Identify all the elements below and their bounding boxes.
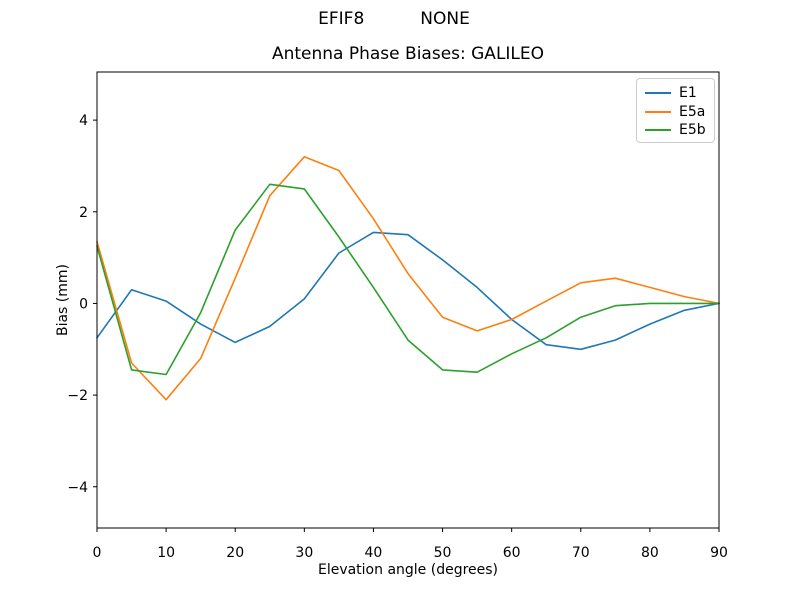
x-tick-label: 0 (93, 545, 102, 561)
x-tick-label: 80 (641, 545, 659, 561)
chart-title: Antenna Phase Biases: GALILEO (271, 44, 545, 64)
legend-label-e5a: E5a (679, 103, 706, 120)
plot-frame (96, 71, 720, 529)
legend-line-e5b-icon (645, 129, 671, 132)
suptitle-right: NONE (420, 9, 470, 29)
x-tick-label: 90 (710, 545, 728, 561)
legend-line-e1-icon (645, 92, 671, 95)
x-tick-label: 30 (295, 545, 313, 561)
x-tick-label: 20 (226, 545, 244, 561)
x-axis-label: Elevation angle (degrees) (317, 562, 499, 578)
series-line-e1 (96, 231, 720, 351)
legend-entry-e1: E1 (645, 84, 714, 103)
x-tick-label: 40 (365, 545, 383, 561)
y-tick-label: 2 (79, 205, 88, 221)
x-tick-label: 50 (434, 545, 452, 561)
y-tick-label: −2 (67, 388, 88, 404)
y-tick-label: 0 (79, 296, 88, 312)
legend-label-e1: E1 (679, 85, 697, 102)
x-tick-label: 70 (572, 545, 590, 561)
x-tick-label: 10 (157, 545, 175, 561)
series-line-e5a (96, 156, 720, 401)
legend: E1 E5a E5b (636, 78, 715, 143)
legend-line-e5a-icon (645, 110, 671, 113)
legend-label-e5b: E5b (679, 122, 706, 139)
legend-entry-e5a: E5a (645, 103, 714, 122)
y-tick-label: −4 (67, 480, 88, 496)
series-line-e5b (96, 183, 720, 376)
y-axis-label: Bias (mm) (55, 263, 71, 337)
suptitle: EFIF8 NONE (0, 9, 788, 29)
x-tick-label: 60 (503, 545, 521, 561)
legend-entry-e5b: E5b (645, 121, 714, 140)
suptitle-left: EFIF8 (318, 9, 365, 29)
y-tick-label: 4 (79, 113, 88, 129)
